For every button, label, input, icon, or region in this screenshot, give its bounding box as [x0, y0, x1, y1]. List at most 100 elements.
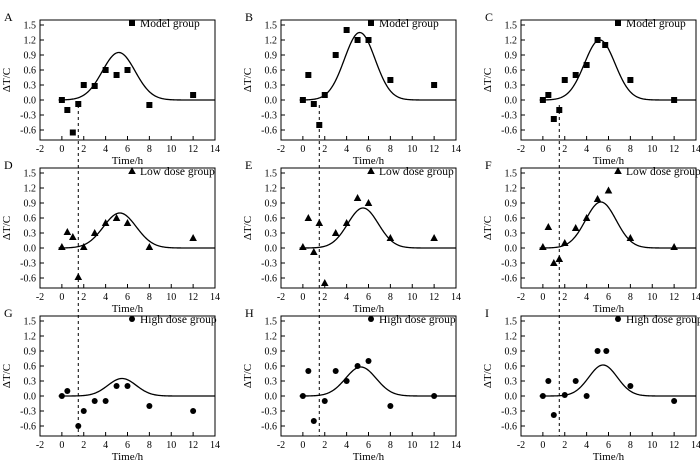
x-tick-label: 4 [103, 440, 108, 451]
x-tick-label: 10 [407, 144, 417, 155]
y-tick-label: 0.0 [24, 96, 37, 107]
x-tick-label: 10 [166, 292, 176, 303]
panel-letter: C [485, 10, 493, 24]
data-point [544, 223, 553, 230]
plot-frame [520, 19, 697, 141]
x-tick-label: 0 [540, 292, 545, 303]
y-tick-label: 1.5 [265, 169, 278, 180]
x-tick-label: 14 [210, 144, 220, 155]
x-tick-label: 2 [562, 440, 567, 451]
legend-label: Model group [140, 18, 200, 30]
legend-label: High dose group [626, 314, 700, 326]
data-point [146, 102, 153, 108]
panel-F: -0.6 -0.3 0.0 0.3 0.6 0.9 1.2 1.5 -2 0 2 4 6 8 10 12 14 T… [482, 158, 700, 315]
data-point [310, 248, 318, 255]
x-axis-label: Time/h [112, 451, 144, 463]
data-point [299, 243, 307, 250]
y-tick-label: 0.0 [505, 392, 518, 403]
x-tick-label: 8 [147, 292, 152, 303]
x-tick-label: 4 [344, 292, 349, 303]
data-point [539, 243, 547, 250]
x-tick-label: 4 [344, 440, 349, 451]
x-tick-label: 4 [103, 144, 108, 155]
legend-marker [129, 20, 135, 26]
data-point [353, 194, 362, 201]
data-point [299, 97, 306, 103]
data-point [354, 37, 361, 43]
x-tick-label: 10 [647, 144, 657, 155]
y-tick-label: -0.3 [501, 259, 517, 270]
fit-curve [299, 31, 456, 101]
y-tick-label: -0.3 [20, 407, 36, 418]
legend-marker [128, 167, 136, 174]
x-tick-label: 12 [188, 440, 198, 451]
panel-E: -0.6 -0.3 0.0 0.3 0.6 0.9 1.2 1.5 -2 0 2 4 6 8 10 12 14 T… [242, 158, 461, 315]
x-tick-label: 6 [125, 292, 130, 303]
y-tick-label: 0.6 [265, 362, 278, 373]
data-point [80, 408, 87, 414]
fit-curve [299, 207, 456, 249]
data-point [145, 243, 154, 250]
x-tick-label: 8 [147, 144, 152, 155]
data-point [75, 101, 82, 107]
y-tick-label: 0.9 [265, 199, 278, 210]
data-point [113, 383, 120, 389]
y-tick-label: 0.3 [265, 377, 278, 388]
y-tick-label: 0.6 [265, 214, 278, 225]
plot-frame [280, 167, 457, 289]
x-tick-label: 14 [451, 144, 461, 155]
x-axis-label: Time/h [353, 155, 385, 167]
panel-letter: D [4, 158, 13, 172]
legend-marker [368, 20, 374, 26]
data-point [124, 383, 131, 389]
y-tick-label: 1.5 [505, 169, 518, 180]
data-point [365, 358, 372, 364]
data-point [539, 97, 546, 103]
x-axis-label: Time/h [353, 303, 385, 315]
data-point [63, 228, 72, 235]
y-tick-label: -0.3 [501, 111, 517, 122]
data-point [304, 214, 313, 221]
y-tick-label: 0.0 [265, 392, 278, 403]
data-point [112, 214, 121, 221]
panel-B: -0.6 -0.3 0.0 0.3 0.6 0.9 1.2 1.5 -2 0 2 4 6 8 10 12 14 T… [242, 10, 461, 167]
y-tick-label: 1.2 [505, 36, 518, 47]
legend-label: High dose group [140, 314, 217, 326]
x-tick-label: 4 [344, 144, 349, 155]
data-point [321, 92, 328, 98]
y-tick-label: 1.2 [24, 332, 37, 343]
data-point [113, 72, 120, 78]
data-point [80, 82, 87, 88]
legend-marker [367, 167, 375, 174]
y-tick-label: 0.3 [24, 377, 37, 388]
x-tick-label: -2 [36, 144, 44, 155]
data-point [123, 219, 132, 226]
x-tick-label: 10 [166, 144, 176, 155]
data-point [332, 368, 339, 374]
data-point [571, 224, 580, 231]
data-point [560, 239, 569, 246]
x-tick-label: 10 [407, 292, 417, 303]
fit-curve [299, 366, 456, 397]
x-tick-label: 0 [59, 144, 64, 155]
data-point [604, 186, 613, 194]
x-tick-label: 0 [59, 440, 64, 451]
plot-frame [39, 315, 216, 437]
y-tick-label: 1.5 [24, 21, 37, 32]
x-tick-label: -2 [36, 440, 44, 451]
x-tick-label: 12 [188, 144, 198, 155]
x-tick-label: 2 [322, 440, 327, 451]
x-tick-label: 6 [125, 440, 130, 451]
data-point [387, 77, 394, 83]
legend-marker [615, 316, 621, 322]
y-axis-label: ΔT/C [482, 364, 494, 388]
y-tick-label: -0.6 [20, 422, 36, 433]
legend-label: Low dose group [379, 166, 454, 178]
data-point [545, 92, 552, 98]
y-tick-label: 1.5 [24, 169, 37, 180]
y-tick-label: 0.9 [505, 347, 518, 358]
x-tick-label: 4 [584, 292, 589, 303]
y-tick-label: 1.2 [265, 36, 278, 47]
data-point [310, 101, 317, 107]
